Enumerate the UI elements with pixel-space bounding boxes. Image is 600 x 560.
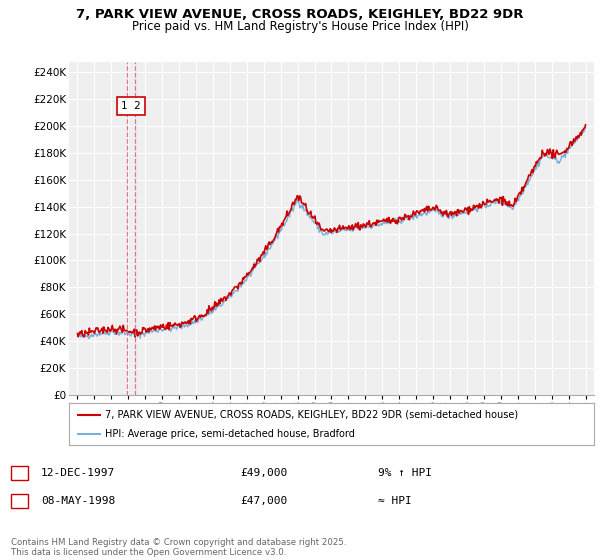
Text: 12-DEC-1997: 12-DEC-1997	[41, 468, 115, 478]
Text: ≈ HPI: ≈ HPI	[378, 496, 412, 506]
Text: 7, PARK VIEW AVENUE, CROSS ROADS, KEIGHLEY, BD22 9DR (semi-detached house): 7, PARK VIEW AVENUE, CROSS ROADS, KEIGHL…	[105, 409, 518, 419]
Text: £49,000: £49,000	[240, 468, 287, 478]
Text: 2: 2	[16, 496, 23, 506]
Text: £47,000: £47,000	[240, 496, 287, 506]
Text: 08-MAY-1998: 08-MAY-1998	[41, 496, 115, 506]
Text: HPI: Average price, semi-detached house, Bradford: HPI: Average price, semi-detached house,…	[105, 429, 355, 439]
Text: Price paid vs. HM Land Registry's House Price Index (HPI): Price paid vs. HM Land Registry's House …	[131, 20, 469, 32]
Text: 9% ↑ HPI: 9% ↑ HPI	[378, 468, 432, 478]
Text: 1: 1	[16, 468, 23, 478]
Text: 7, PARK VIEW AVENUE, CROSS ROADS, KEIGHLEY, BD22 9DR: 7, PARK VIEW AVENUE, CROSS ROADS, KEIGHL…	[76, 8, 524, 21]
Text: 1  2: 1 2	[121, 101, 141, 111]
Text: Contains HM Land Registry data © Crown copyright and database right 2025.
This d: Contains HM Land Registry data © Crown c…	[11, 538, 346, 557]
